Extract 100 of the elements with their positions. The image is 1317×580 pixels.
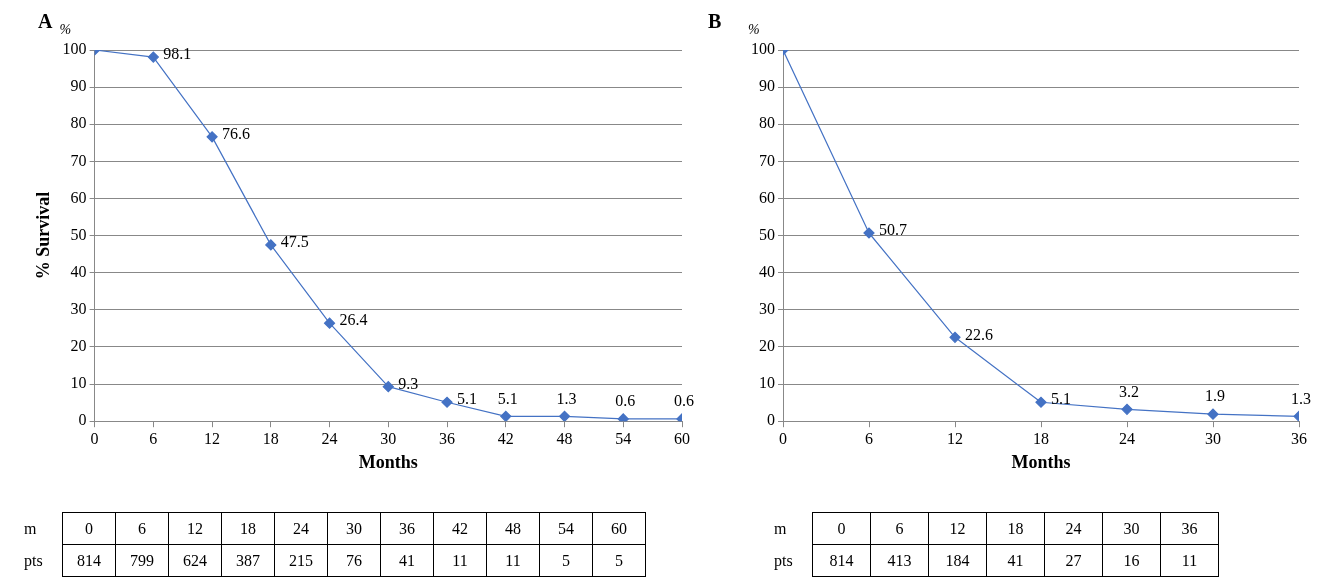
data-label: 0.6 [615,392,636,410]
text: 814 [62,544,116,577]
text: 12 [928,512,987,545]
text: 184 [928,544,987,577]
x-axis-title: Months [358,451,418,472]
text: 413 [870,544,929,577]
data-label: 26.4 [339,311,368,329]
x-tick-label: 36 [1291,430,1307,447]
point [1035,396,1047,408]
data-label: 1.3 [556,389,577,407]
x-tick-label: 24 [1119,430,1135,447]
data-label: 50.7 [879,221,907,239]
text: 60 [592,512,646,545]
text: 18 [986,512,1045,545]
text: 215 [274,544,328,577]
text: 36 [1160,512,1219,545]
x-tick-label: 42 [497,430,514,447]
x-tick-label: 54 [615,430,632,447]
text: % [59,22,72,37]
x-tick-label: 48 [556,430,573,447]
annotation: 5.1 [497,389,518,407]
data-label: 3.2 [1119,382,1139,400]
text: 18 [221,512,275,545]
y-tick-label: 20 [70,337,87,355]
point [558,410,571,422]
chart-title: A [38,10,53,32]
x-tick-label: 6 [149,430,158,447]
y-tick-label: 90 [759,77,775,95]
y-tick-label: 0 [767,411,775,429]
chart-title: B [708,10,722,32]
text: 6 [115,512,169,545]
x-tick-label: 18 [262,430,279,447]
x-tick-label: 0 [779,430,787,447]
y-tick-label: 70 [70,151,87,169]
y-tick-label: 50 [70,225,87,243]
data-label: 47.5 [280,233,309,251]
y-tick-label: 90 [70,77,87,95]
text: 12 [168,512,222,545]
point [863,227,875,239]
data-label: 5.1 [457,390,478,408]
text: pts [773,550,794,572]
x-tick-label: 12 [204,430,221,447]
data-label: 0.6 [674,392,694,410]
y-tick-label: 60 [70,188,87,206]
y-tick-label: 80 [70,114,87,132]
text: 41 [380,544,434,577]
text: pts [23,550,44,572]
point [500,410,512,422]
x-tick-label: 36 [439,430,456,447]
x-tick-label: 18 [1033,430,1049,447]
y-tick-label: 0 [78,411,87,429]
text: 814 [812,544,871,577]
text: 76 [327,544,381,577]
text: 5 [539,544,593,577]
data-label: 5.1 [1051,390,1071,408]
y-tick-label: 10 [759,374,775,392]
text: 30 [1102,512,1161,545]
text: 11 [486,544,540,577]
point [323,317,336,329]
text: 36 [380,512,434,545]
y-tick-label: 40 [70,262,87,280]
text: 387 [221,544,275,577]
text: 799 [115,544,169,577]
x-tick-label: 0 [90,430,99,447]
y-tick-label: 100 [751,40,775,58]
point [617,413,629,422]
text: 11 [433,544,487,577]
data-label: 1.3 [1291,389,1311,407]
data-label: 9.3 [398,374,419,392]
x-tick-label: 6 [865,430,873,447]
text: 16 [1102,544,1161,577]
text: 24 [274,512,328,545]
data-label: 98.1 [163,45,192,63]
text: 48 [486,512,540,545]
y-tick-label: 40 [759,262,775,280]
text: 6 [870,512,929,545]
point [265,239,277,251]
point [206,131,218,143]
text: 41 [986,544,1045,577]
point [949,331,961,343]
point [1207,408,1219,420]
y-tick-label: 100 [62,40,87,58]
point [441,396,453,408]
text: 24 [1044,512,1103,545]
y-tick-label: 70 [759,151,775,169]
y-tick-label: 50 [759,225,775,243]
y-tick-label: 30 [70,300,87,318]
text: 42 [433,512,487,545]
y-tick-label: 80 [759,114,775,132]
point [382,381,394,393]
y-tick-label: 10 [70,374,87,392]
text: 5 [592,544,646,577]
y-axis-title: % Survival [33,191,54,280]
text: 0 [812,512,871,545]
text: 11 [1160,544,1219,577]
text: m [773,518,788,539]
data-label: 76.6 [222,125,251,143]
x-tick-label: 24 [321,430,338,447]
data-label: 1.9 [1205,387,1225,405]
text: 30 [327,512,381,545]
